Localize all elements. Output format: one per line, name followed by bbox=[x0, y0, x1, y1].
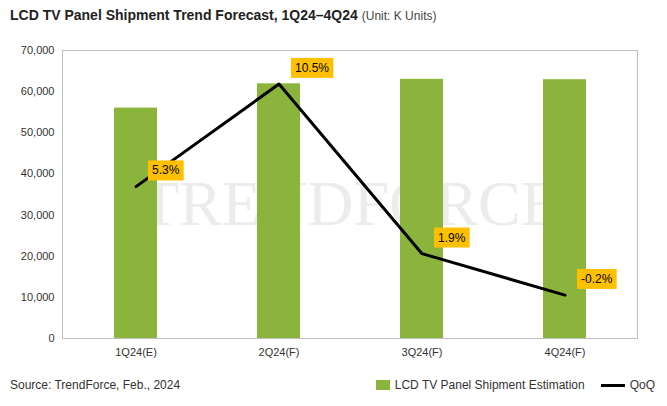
svg-text:30,000: 30,000 bbox=[21, 209, 55, 221]
svg-text:60,000: 60,000 bbox=[21, 85, 55, 97]
svg-text:20,000: 20,000 bbox=[21, 250, 55, 262]
svg-text:10,000: 10,000 bbox=[21, 291, 55, 303]
svg-text:10.5%: 10.5% bbox=[295, 61, 329, 75]
svg-text:70,000: 70,000 bbox=[21, 44, 55, 56]
svg-text:4Q24(F): 4Q24(F) bbox=[545, 346, 586, 358]
svg-text:2Q24(F): 2Q24(F) bbox=[259, 346, 300, 358]
svg-text:1.9%: 1.9% bbox=[438, 231, 466, 245]
svg-text:-0.2%: -0.2% bbox=[581, 272, 613, 286]
svg-text:1Q24(E): 1Q24(E) bbox=[115, 346, 157, 358]
svg-text:5.3%: 5.3% bbox=[152, 163, 180, 177]
svg-text:50,000: 50,000 bbox=[21, 126, 55, 138]
html-text:LCD TV Panel Shipment Trend Fo: LCD TV Panel Shipment Trend Forecast, 1Q… bbox=[10, 7, 437, 23]
html-text:Source: TrendForce, Feb., 2024: Source: TrendForce, Feb., 2024 bbox=[10, 378, 181, 392]
html-text:LCD TV Panel Shipment Estimati: LCD TV Panel Shipment Estimation bbox=[394, 378, 585, 392]
html-text:QoQ: QoQ bbox=[629, 378, 655, 392]
svg-text:3Q24(F): 3Q24(F) bbox=[402, 346, 443, 358]
svg-text:TRENDFORCE: TRENDFORCE bbox=[140, 168, 560, 239]
svg-text:40,000: 40,000 bbox=[21, 167, 55, 179]
svg-text:0: 0 bbox=[48, 332, 54, 344]
